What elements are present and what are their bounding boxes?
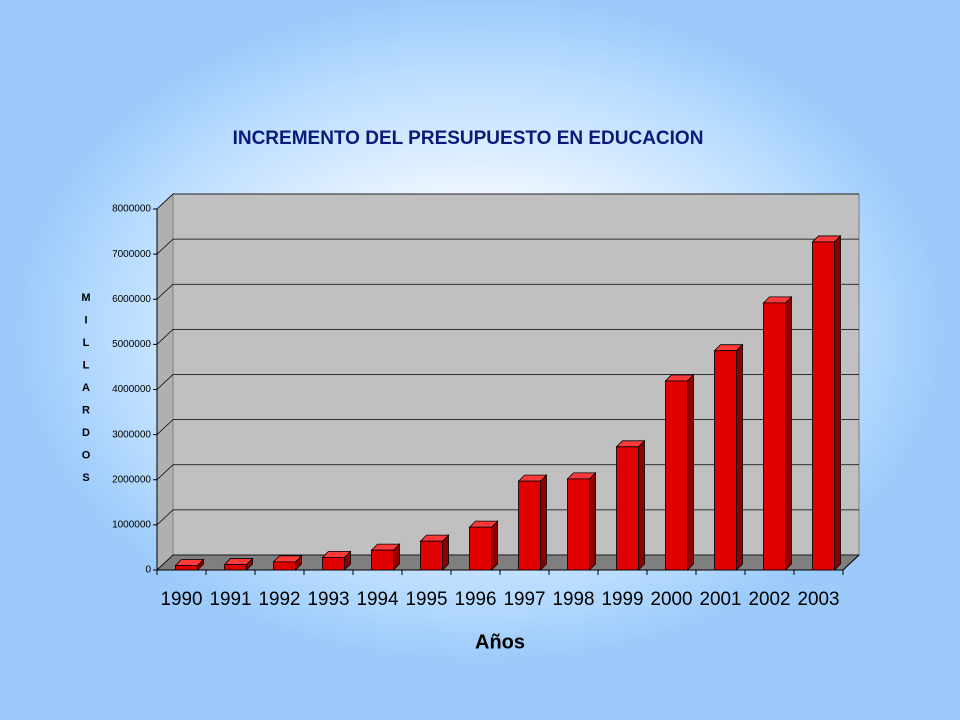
bar-side	[785, 295, 792, 571]
y-tick-label: 1000000	[112, 520, 151, 531]
x-tick-label: 2002	[749, 589, 791, 610]
y-tick-label: 6000000	[112, 294, 151, 305]
y-tick-label: 4000000	[112, 384, 151, 395]
grid-line	[156, 419, 174, 435]
y-axis-label: MILLARDOS	[80, 292, 92, 495]
x-tick-label: 1997	[504, 589, 546, 610]
bar-side	[589, 471, 596, 571]
grid-line	[156, 238, 174, 255]
x-tick-label: 1991	[210, 589, 252, 610]
bar	[273, 561, 296, 571]
bar	[567, 478, 590, 571]
bar-side	[540, 474, 547, 571]
y-tick-label: 5000000	[112, 339, 151, 350]
y-tick-label: 2000000	[112, 474, 151, 485]
grid-line	[156, 283, 174, 300]
grid-line	[156, 554, 174, 571]
x-axis-depth	[842, 554, 860, 571]
chart-title: INCREMENTO DEL PRESUPUESTO EN EDUCACION	[233, 128, 704, 149]
grid-line	[156, 509, 174, 526]
y-tick-label: 3000000	[112, 429, 151, 440]
bar	[371, 549, 394, 571]
grid-line	[156, 374, 174, 390]
grid-line	[156, 329, 174, 345]
bar	[714, 350, 737, 571]
grid-line	[156, 464, 174, 481]
bar-side	[638, 439, 645, 571]
x-tick-label: 2000	[651, 589, 693, 610]
x-tick-label: 1994	[357, 589, 399, 610]
x-tick-label: 2003	[798, 589, 840, 610]
bar	[812, 241, 835, 571]
bar	[616, 446, 639, 571]
x-tick-label: 1990	[161, 589, 203, 610]
bar	[518, 480, 541, 571]
bar	[322, 556, 345, 571]
x-axis-label: Años	[475, 631, 525, 653]
bar	[763, 302, 786, 571]
x-tick-label: 1998	[553, 589, 595, 610]
grid-line	[156, 193, 174, 210]
x-tick-label: 1992	[259, 589, 301, 610]
bar	[175, 565, 198, 571]
bar	[224, 564, 247, 571]
bar	[469, 526, 492, 571]
y-tick-label: 8000000	[112, 204, 151, 215]
x-tick-label: 1995	[406, 589, 448, 610]
bar-side	[687, 373, 694, 571]
x-tick-label: 1996	[455, 589, 497, 610]
x-tick-label: 1999	[602, 589, 644, 610]
bar	[420, 540, 443, 571]
bar-side	[491, 520, 498, 571]
bar	[665, 380, 688, 571]
y-tick-label: 7000000	[112, 249, 151, 260]
x-tick-label: 2001	[700, 589, 742, 610]
floor	[155, 554, 861, 571]
y-tick-label: 0	[145, 565, 151, 576]
bar-side	[736, 343, 743, 571]
x-tick-label: 1993	[308, 589, 350, 610]
bar-side	[834, 234, 841, 571]
